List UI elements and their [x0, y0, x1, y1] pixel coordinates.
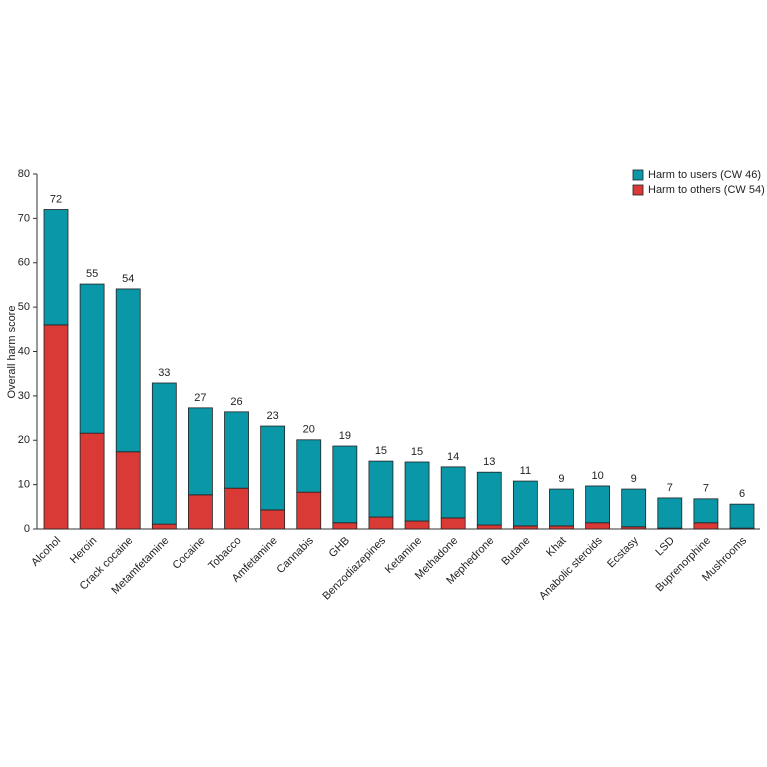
bar-segment [693, 498, 719, 524]
total-label: 6 [739, 488, 745, 500]
x-tick-label: LSD [653, 535, 677, 559]
bar-segment [368, 460, 394, 518]
total-label: 10 [591, 470, 603, 482]
x-tick-label: Anabolic steroids [537, 534, 605, 602]
bar-segment [188, 494, 213, 530]
total-label: 15 [411, 446, 423, 458]
x-tick-label: Butane [499, 535, 532, 568]
y-tick-label: 70 [18, 212, 30, 224]
y-tick-label: 50 [18, 301, 30, 313]
y-tick-label: 20 [18, 434, 30, 446]
bar-segment [115, 288, 141, 453]
x-tick-label: Alcohol [29, 535, 63, 569]
bar-segment [693, 522, 719, 530]
bar-segment [43, 324, 69, 530]
total-label: 19 [339, 430, 351, 442]
total-label: 13 [483, 456, 495, 468]
bar-segment [585, 485, 610, 524]
bar-segment [260, 509, 286, 530]
bar-segment [476, 524, 502, 530]
total-label: 55 [86, 268, 98, 280]
total-label: 15 [375, 445, 387, 457]
bar-segment [440, 517, 466, 530]
bar-segment [151, 382, 177, 525]
y-tick-label: 80 [18, 168, 30, 180]
y-tick-label: 40 [18, 345, 30, 357]
bar-segment [729, 503, 755, 529]
bar-segment [332, 522, 358, 530]
bar-segment [549, 488, 574, 527]
bar-segment [260, 425, 286, 511]
legend-swatch [632, 184, 644, 196]
bar-segment [476, 471, 502, 526]
x-tick-label: GHB [327, 535, 352, 560]
y-axis-label: Overall harm score [6, 306, 18, 399]
bar-segment [585, 522, 610, 530]
bar-segment [79, 283, 105, 434]
x-tick-label: Heroin [68, 535, 99, 566]
total-label: 9 [558, 473, 564, 485]
bar-segment [151, 523, 177, 530]
y-tick-label: 60 [18, 257, 30, 269]
bar-segment [404, 520, 430, 530]
legend-swatch [632, 169, 644, 181]
bar-segment [368, 516, 394, 530]
bar-segment [224, 411, 249, 489]
bar-segment [296, 439, 322, 493]
y-tick-label: 0 [24, 523, 30, 535]
x-tick-label: Cannabis [275, 534, 317, 576]
bar-segment [79, 432, 105, 530]
total-label: 54 [122, 273, 134, 285]
bar-segment [549, 525, 574, 530]
total-label: 27 [194, 392, 206, 404]
total-label: 23 [267, 410, 279, 422]
bar-segment [296, 491, 322, 530]
legend-label: Harm to users (CW 46) [648, 169, 761, 181]
bar-segment [188, 407, 213, 496]
bar-segment [657, 497, 683, 529]
total-label: 26 [230, 396, 242, 408]
y-tick-label: 30 [18, 390, 30, 402]
total-label: 9 [631, 473, 637, 485]
total-label: 72 [50, 193, 62, 205]
bar-segment [404, 461, 430, 522]
total-label: 7 [703, 483, 709, 495]
bar-segment [43, 209, 69, 326]
bar-segment [440, 466, 466, 519]
bar-segment [224, 487, 249, 530]
y-tick-label: 10 [18, 479, 30, 491]
bar-segment [512, 525, 538, 530]
total-label: 11 [520, 465, 531, 477]
bar-segment [332, 445, 358, 524]
x-tick-label: Khat [544, 535, 568, 559]
bar-segment [512, 480, 538, 527]
x-tick-label: Tobacco [206, 535, 243, 572]
total-label: 14 [447, 451, 459, 463]
total-label: 20 [303, 424, 315, 436]
total-label: 7 [667, 482, 673, 494]
total-label: 33 [158, 367, 170, 379]
legend-label: Harm to others (CW 54) [648, 184, 765, 196]
bar-segment [621, 488, 647, 528]
x-tick-label: Ecstasy [605, 534, 641, 570]
x-tick-label: Cocaine [171, 535, 208, 572]
bar-segment [115, 451, 141, 530]
x-tick-label: Benzodiazepines [320, 534, 388, 602]
